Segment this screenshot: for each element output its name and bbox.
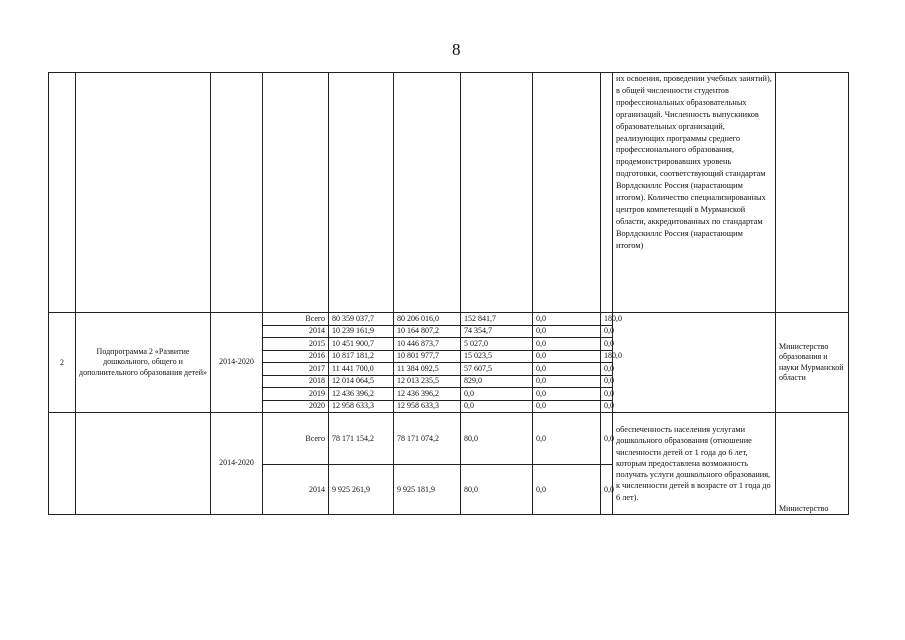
value-cell: 0,0 <box>532 464 601 515</box>
table-row: 2015 10 451 900,7 10 446 873,7 5 027,0 0,0 0,… <box>49 337 849 351</box>
table-row: 2019 12 436 396,2 12 436 396,2 0,0 0,0 0,0 <box>49 387 849 401</box>
value-cell: 0,0 <box>532 412 601 465</box>
table-row: 2014-2020 Всего 78 171 154,2 78 171 074,2 80… <box>48 412 849 515</box>
value-cell: 80,0 <box>460 412 533 465</box>
value-cell: 11 384 092,5 <box>393 362 461 376</box>
value-cell: 0,0 <box>532 337 601 351</box>
value-cell: 10 239 161,9 <box>328 324 394 338</box>
table-row: 2014 10 239 161,9 10 164 807,2 74 354,7 0,0 0… <box>49 324 849 338</box>
value-cell: 0,0 <box>600 374 614 388</box>
year-cell: 2018 <box>262 374 329 388</box>
value-cell: 74 354,7 <box>460 324 533 338</box>
year-cell: 2017 <box>262 362 329 376</box>
table-row: 2014 9 925 261,9 9 925 181,9 80,0 0,0 0,0 <box>49 464 849 515</box>
value-cell: 12 436 396,2 <box>393 387 461 401</box>
value-cell: 0,0 <box>600 412 614 465</box>
value-cell: 9 925 261,9 <box>328 464 394 515</box>
indicator-cell <box>612 312 776 413</box>
value-cell: 5 027,0 <box>460 337 533 351</box>
value-cell: 0,0 <box>600 464 614 515</box>
year-cell: Всего <box>262 412 329 465</box>
value-cell: 180,0 <box>600 349 622 363</box>
value-cell: 0,0 <box>600 362 614 376</box>
value-cell: 12 436 396,2 <box>328 387 394 401</box>
period-cell: 2014-2020 <box>210 412 263 515</box>
value-cell: 0,0 <box>460 387 533 401</box>
page-number: 8 <box>452 40 461 59</box>
value-cell: 0,0 <box>600 324 614 338</box>
value-cell: 0,0 <box>532 324 601 338</box>
value-cell: 80,0 <box>460 464 533 515</box>
year-cell: 2014 <box>262 464 329 515</box>
value-cell: 10 817 181,2 <box>328 349 394 363</box>
value-cell: 0,0 <box>460 399 533 413</box>
ministry-cell: Министерство <box>775 412 849 515</box>
value-cell: 0,0 <box>600 387 614 401</box>
value-cell: 0,0 <box>532 374 601 388</box>
value-cell: 57 607,5 <box>460 362 533 376</box>
year-cell: 2019 <box>262 387 329 401</box>
year-cell: Всего <box>262 312 329 326</box>
value-cell: 80 359 037,7 <box>328 312 394 326</box>
value-cell: 12 958 633,3 <box>393 399 461 413</box>
value-cell: 0,0 <box>600 399 614 413</box>
value-cell: 11 441 700,0 <box>328 362 394 376</box>
value-cell: 10 446 873,7 <box>393 337 461 351</box>
value-cell: 15 023,5 <box>460 349 533 363</box>
year-cell: 2014 <box>262 324 329 338</box>
value-cell: 0,0 <box>532 399 601 413</box>
value-cell: 152 841,7 <box>460 312 533 326</box>
continued-row: их освоения, проведении учебных занятий)… <box>48 72 849 313</box>
value-cell: 0,0 <box>532 312 601 326</box>
table-row: 2020 12 958 633,3 12 958 633,3 0,0 0,0 0,0 <box>49 399 849 413</box>
row-number <box>48 412 76 515</box>
value-cell: 0,0 <box>532 362 601 376</box>
budget-table: их освоения, проведении учебных занятий)… <box>48 72 849 515</box>
value-cell: 10 164 807,2 <box>393 324 461 338</box>
value-cell: 9 925 181,9 <box>393 464 461 515</box>
value-cell: 12 014 064,5 <box>328 374 394 388</box>
year-cell: 2020 <box>262 399 329 413</box>
value-cell: 10 451 900,7 <box>328 337 394 351</box>
subprogram-name: Подпрограмма 2 «Развитие дошкольного, об… <box>75 312 211 413</box>
value-cell: 829,0 <box>460 374 533 388</box>
value-cell: 78 171 154,2 <box>328 412 394 465</box>
subprogram-name <box>75 412 211 515</box>
value-cell: 10 801 977,7 <box>393 349 461 363</box>
indicator-cell: обеспеченность населения услугами дошкол… <box>612 412 776 515</box>
ministry-cell: Министерство образования и науки Мурманс… <box>775 312 849 413</box>
value-cell: 180,0 <box>600 312 622 326</box>
year-cell: 2016 <box>262 349 329 363</box>
table-row: 2017 11 441 700,0 11 384 092,5 57 607,5 0,0 0… <box>49 362 849 376</box>
year-cell: 2015 <box>262 337 329 351</box>
period-cell: 2014-2020 <box>210 312 263 413</box>
indicator-cell: их освоения, проведении учебных занятий)… <box>612 72 776 313</box>
value-cell: 12 958 633,3 <box>328 399 394 413</box>
value-cell: 0,0 <box>532 387 601 401</box>
value-cell: 78 171 074,2 <box>393 412 461 465</box>
table-row: 2 Подпрограмма 2 «Развитие дошкольного, о… <box>48 312 849 413</box>
value-cell: 12 013 235,5 <box>393 374 461 388</box>
value-cell: 80 206 016,0 <box>393 312 461 326</box>
value-cell: 0,0 <box>532 349 601 363</box>
row-number: 2 <box>48 312 76 413</box>
value-cell: 0,0 <box>600 337 614 351</box>
